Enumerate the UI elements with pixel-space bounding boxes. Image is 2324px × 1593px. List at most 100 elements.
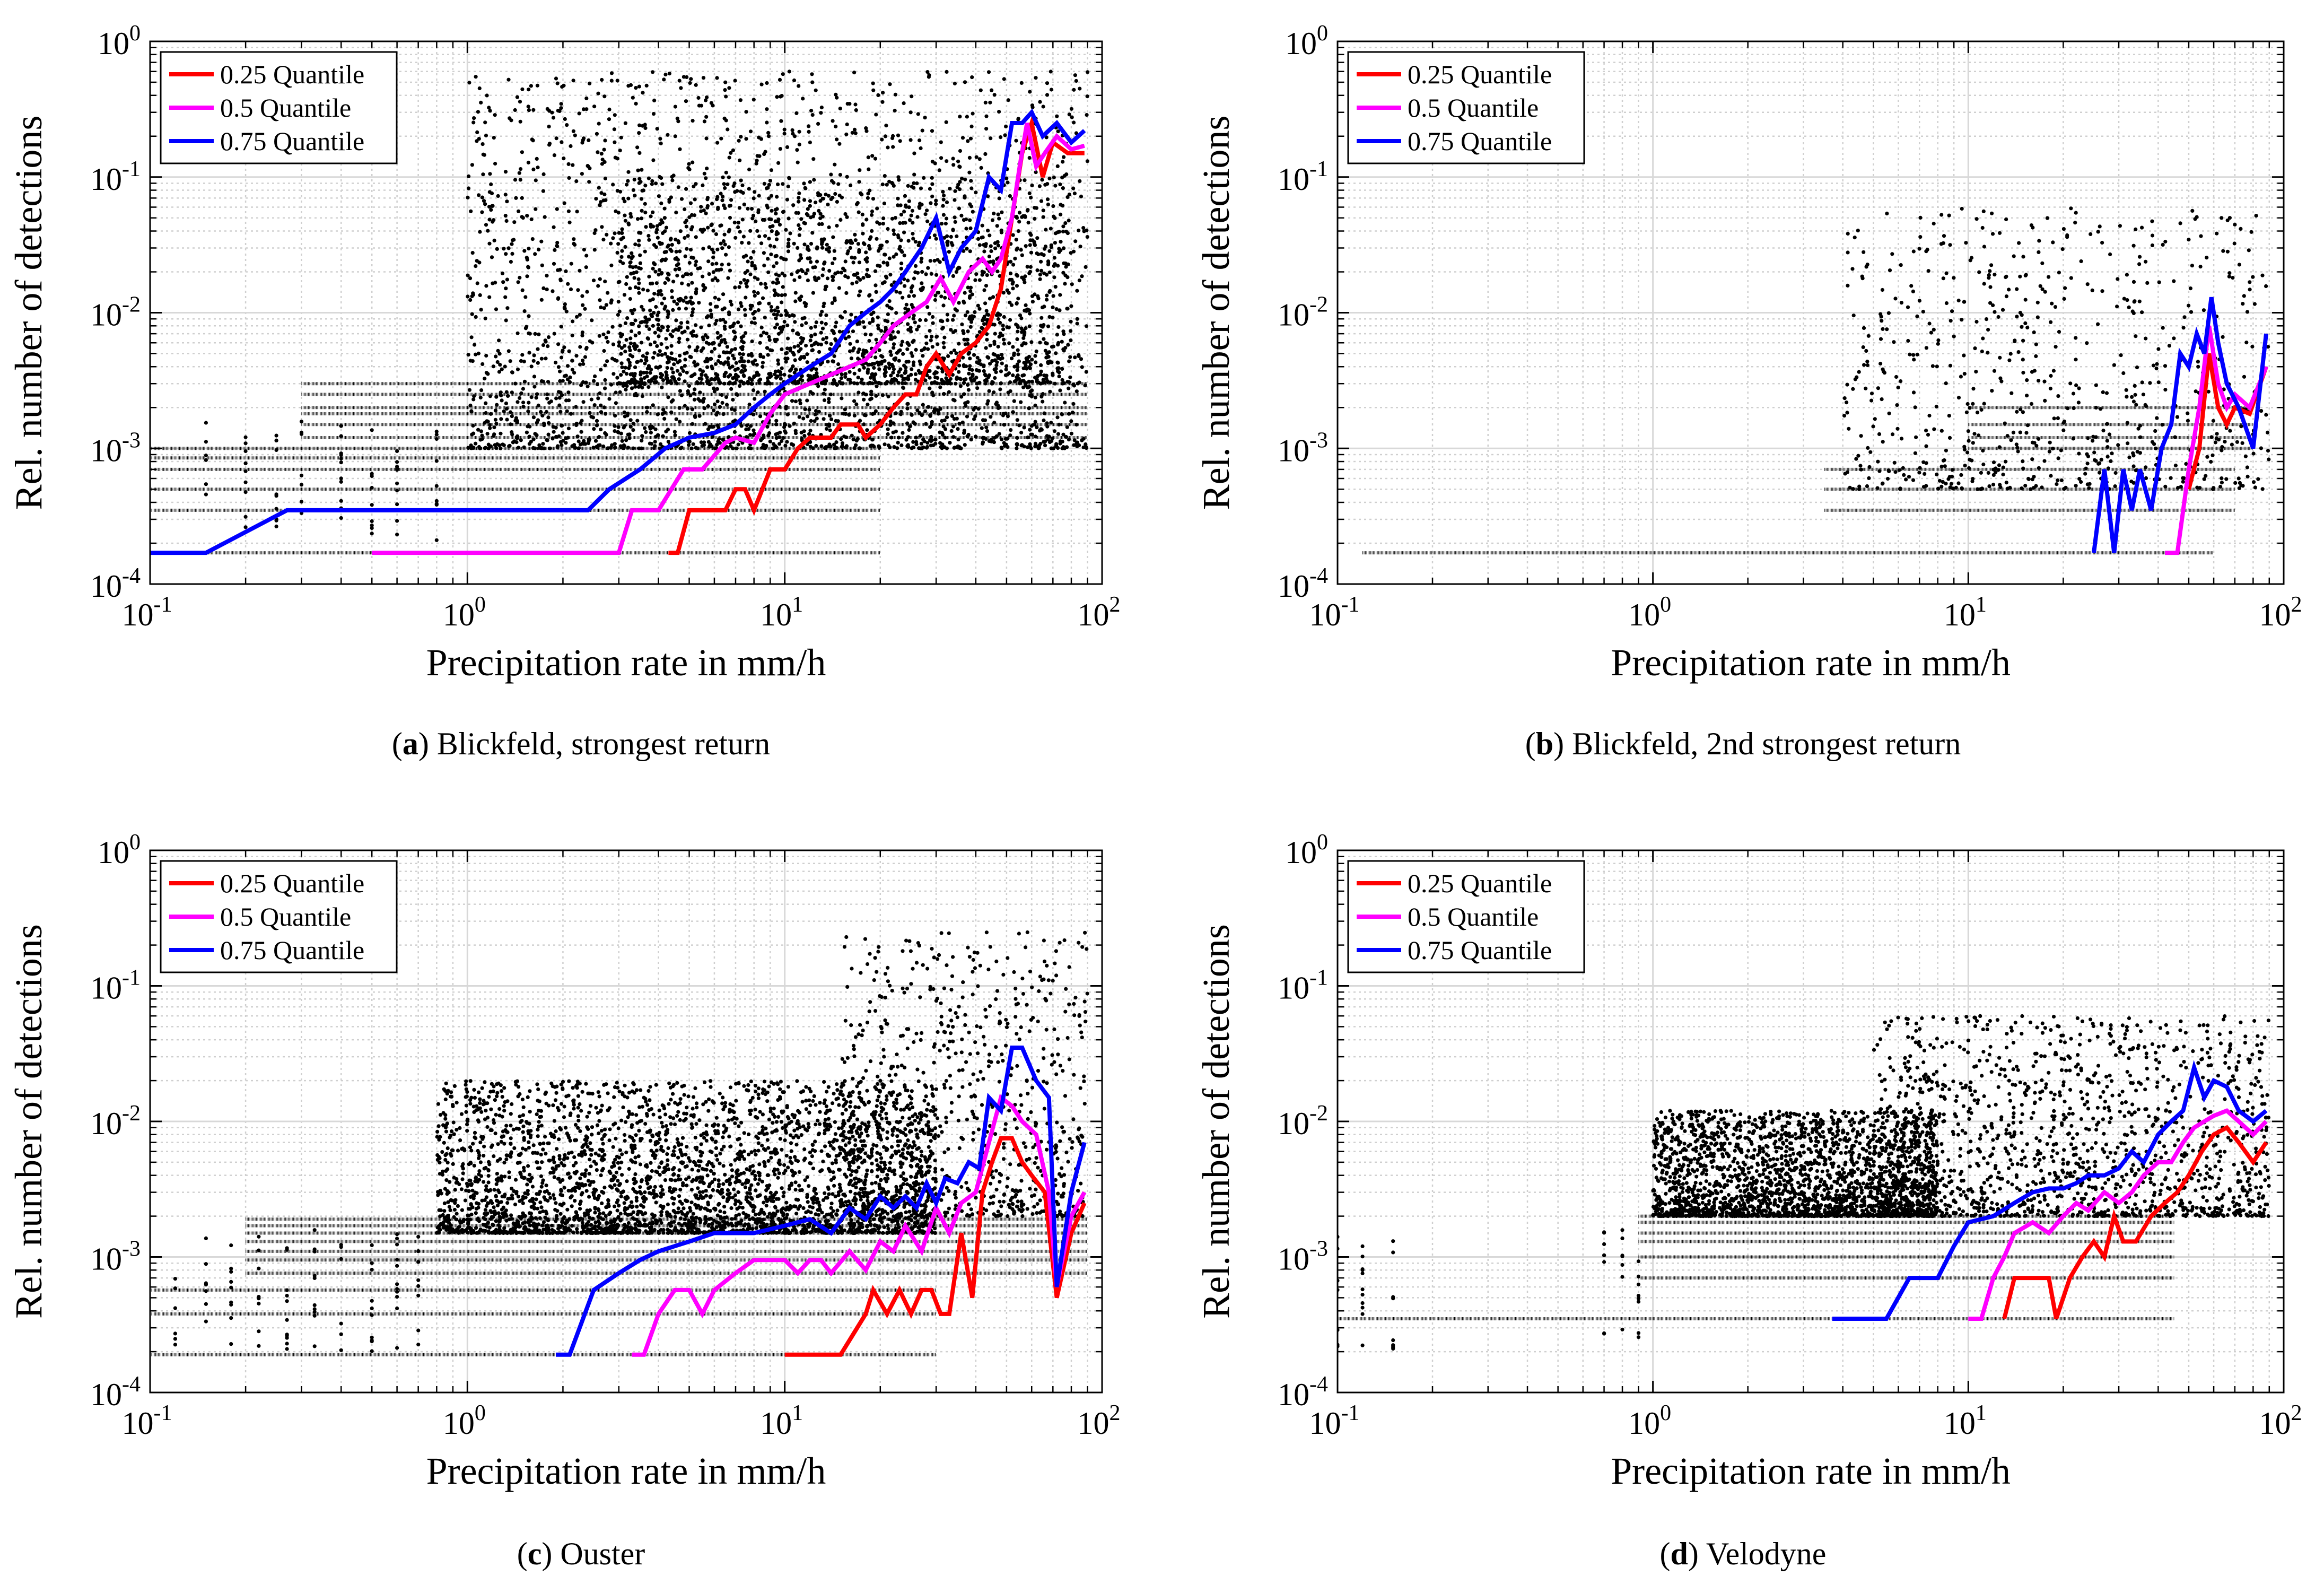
scatter-point (2029, 487, 2033, 491)
scatter-point (1003, 133, 1007, 137)
scatter-point (792, 278, 797, 282)
scatter-point (1008, 380, 1012, 385)
scatter-point (691, 307, 695, 311)
scatter-point (721, 239, 726, 243)
scatter-point (717, 437, 721, 441)
scatter-point (1049, 446, 1053, 450)
scatter-point (1960, 486, 1964, 491)
scatter-point (1072, 384, 1076, 388)
scatter-point (782, 132, 787, 136)
scatter-point (914, 347, 918, 352)
scatter-point (609, 71, 614, 75)
scatter-point (580, 172, 584, 176)
scatter-point (1049, 227, 1053, 231)
scatter-point (735, 446, 739, 450)
scatter-point (1014, 138, 1018, 143)
scatter-point (983, 378, 987, 383)
scatter-point (547, 109, 552, 113)
scatter-point (801, 416, 806, 421)
scatter-point (768, 439, 772, 443)
scatter-point (970, 292, 974, 297)
scatter-point (808, 199, 812, 203)
scatter-point (736, 221, 740, 225)
scatter-point (613, 140, 617, 144)
scatter-point (911, 317, 915, 321)
scatter-point (646, 337, 650, 341)
scatter-point (652, 98, 657, 102)
scatter-point (466, 195, 470, 199)
scatter-point (587, 138, 591, 142)
scatter-point (2231, 276, 2235, 280)
scatter-point (243, 441, 248, 446)
scatter-point (2224, 477, 2229, 481)
scatter-point (2105, 422, 2109, 426)
scatter-point (692, 184, 696, 189)
scatter-point (1073, 73, 1077, 77)
scatter-point (990, 359, 994, 363)
scatter-point (657, 289, 661, 293)
scatter-point (484, 133, 488, 138)
scatter-point (609, 382, 614, 387)
scatter-point (2094, 405, 2098, 410)
scatter-point (939, 319, 943, 323)
scatter-point (571, 129, 575, 133)
scatter-point (649, 368, 653, 372)
scatter-point (525, 274, 529, 278)
scatter-point (2131, 243, 2136, 248)
scatter-point (490, 191, 494, 196)
scatter-point (729, 198, 733, 202)
scatter-point (610, 443, 614, 447)
scatter-point (627, 360, 632, 365)
scatter-point (531, 167, 536, 171)
scatter-point (2140, 310, 2144, 315)
scatter-point (1924, 249, 1928, 254)
scatter-point (2077, 386, 2081, 390)
scatter-point (786, 336, 790, 341)
scatter-point (537, 247, 541, 251)
scatter-point (2155, 416, 2159, 420)
scatter-point (1039, 199, 1044, 203)
scatter-point (928, 376, 932, 380)
scatter-point (651, 210, 655, 214)
scatter-point (2243, 454, 2248, 458)
scatter-point (564, 309, 569, 314)
scatter-point (913, 320, 917, 325)
scatter-point (2154, 367, 2159, 371)
scatter-point (799, 341, 803, 345)
scatter-point (620, 439, 624, 443)
scatter-point (558, 277, 563, 282)
scatter-point (709, 425, 713, 429)
scatter-point (915, 327, 919, 332)
scatter-point (604, 335, 608, 340)
scatter-point (547, 142, 552, 146)
scatter-point (753, 190, 757, 194)
scatter-point (971, 111, 975, 116)
scatter-point (1010, 356, 1014, 361)
scatter-point (683, 364, 687, 368)
scatter-point (919, 146, 923, 151)
scatter-point (1073, 355, 1077, 360)
scatter-point (732, 408, 737, 412)
scatter-point (864, 126, 868, 130)
scatter-point (1021, 366, 1026, 370)
scatter-point (954, 269, 958, 274)
scatter-point (679, 86, 683, 90)
scatter-point (858, 168, 862, 172)
scatter-point (611, 182, 615, 187)
scatter-point (607, 107, 611, 111)
scatter-point (1069, 304, 1073, 308)
scatter-point (674, 358, 678, 362)
scatter-point (1010, 282, 1015, 286)
scatter-point (671, 370, 675, 375)
scatter-point (769, 309, 774, 313)
scatter-point (544, 410, 548, 414)
scatter-point (701, 335, 705, 340)
scatter-point (566, 282, 570, 286)
scatter-point (623, 121, 627, 125)
scatter-point (2091, 439, 2095, 443)
scatter-point (1061, 347, 1065, 352)
scatter-point (649, 214, 653, 219)
scatter-point (1066, 262, 1070, 266)
scatter-point (622, 293, 627, 297)
scatter-point (963, 291, 967, 295)
